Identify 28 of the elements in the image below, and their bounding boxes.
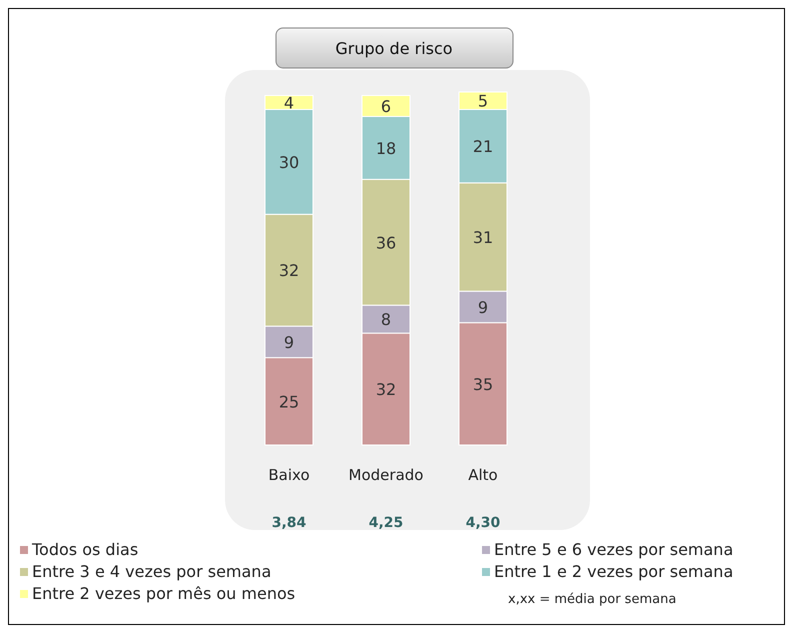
- data-label: 21: [472, 137, 494, 156]
- x-tick-label: Moderado: [348, 466, 424, 484]
- data-label: 8: [380, 310, 392, 330]
- legend-label: Entre 3 e 4 vezes por semana: [32, 562, 272, 581]
- text: 3,84: [272, 515, 307, 531]
- data-label: 30: [278, 152, 300, 172]
- data-label: 9: [478, 298, 488, 317]
- text: 4,25: [368, 515, 404, 531]
- text: x,xx = média por semana: [508, 592, 676, 607]
- text: 4,30: [466, 515, 501, 531]
- data-label: 6: [380, 96, 392, 116]
- data-label: 4: [284, 93, 294, 112]
- data-label: 32: [376, 380, 396, 400]
- legend-label: Entre 1 e 2 vezes por semana: [494, 562, 734, 581]
- data-label: 36: [376, 233, 396, 252]
- legend-label: Entre 5 e 6 vezes por semana: [494, 540, 734, 559]
- data-label: 25: [278, 392, 300, 412]
- data-label: 5: [478, 92, 488, 111]
- x-tick-label: Baixo: [268, 466, 310, 484]
- data-label: 31: [472, 228, 494, 248]
- data-label: 9: [284, 332, 294, 352]
- legend-label: Todos os dias: [31, 540, 138, 559]
- data-label: 32: [278, 261, 300, 280]
- legend-label: Entre 2 vezes por mês ou menos: [32, 584, 296, 603]
- x-tick-label: Alto: [468, 466, 498, 484]
- data-label: 35: [472, 374, 494, 394]
- chart-title: Grupo de risco: [335, 39, 453, 58]
- data-label: 18: [376, 138, 396, 158]
